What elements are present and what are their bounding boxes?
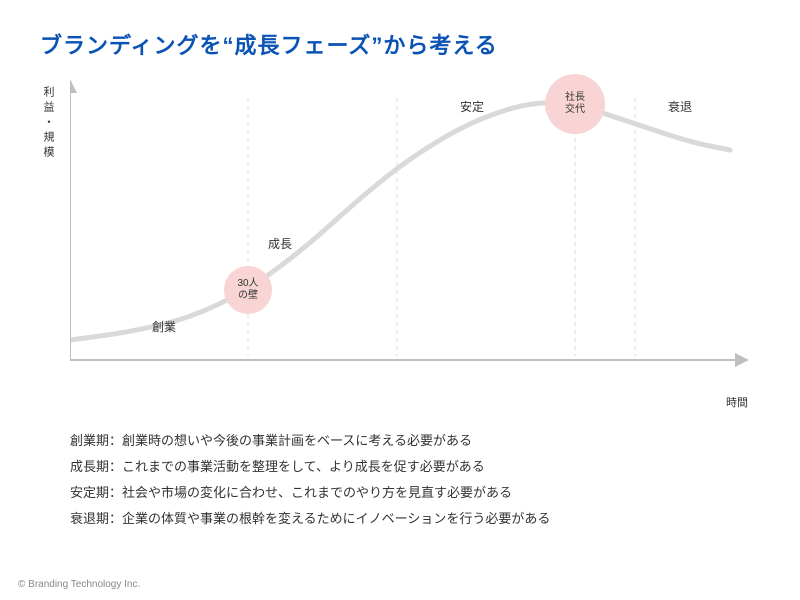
milestone-badge: 30人の壁 [224,266,272,314]
desc-line: 安定期：社会や市場の変化に合わせ、これまでのやり方を見直す必要がある [70,480,750,506]
milestone-badge: 社長交代 [545,74,605,134]
desc-line: 成長期：これまでの事業活動を整理をして、より成長を促す必要がある [70,454,750,480]
desc-line: 衰退期：企業の体質や事業の根幹を変えるためにイノベーションを行う必要がある [70,506,750,532]
copyright-footer: © Branding Technology Inc. [18,579,140,590]
x-axis-label: 時間 [726,394,748,410]
growth-curve [70,103,730,340]
y-axis-label: 利益・規模 [40,86,56,161]
phase-label: 創業 [152,318,176,335]
phase-label: 成長 [268,235,292,252]
phase-label: 安定 [460,98,484,115]
chart-svg [70,80,750,390]
desc-line: 創業期：創業時の想いや今後の事業計画をベースに考える必要がある [70,428,750,454]
page-title: ブランディングを“成長フェーズ”から考える [40,28,498,60]
phase-descriptions: 創業期：創業時の想いや今後の事業計画をベースに考える必要がある 成長期：これまで… [70,428,750,532]
growth-curve-chart: 創業成長安定衰退 30人の壁社長交代 [70,80,750,390]
phase-label: 衰退 [668,98,692,115]
